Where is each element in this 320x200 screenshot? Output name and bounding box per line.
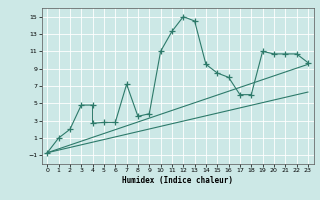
- X-axis label: Humidex (Indice chaleur): Humidex (Indice chaleur): [122, 176, 233, 185]
